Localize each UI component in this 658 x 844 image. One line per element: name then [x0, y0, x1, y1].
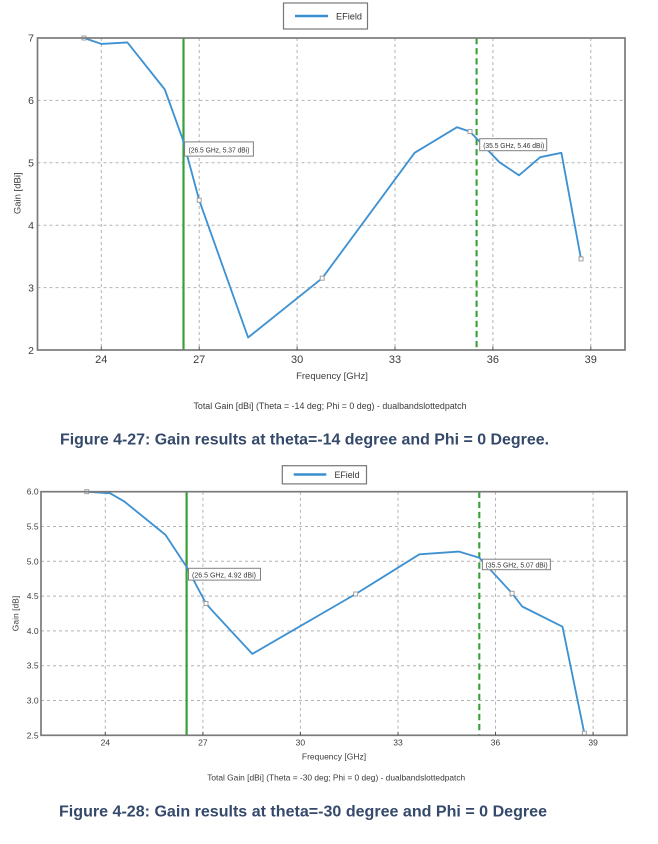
svg-text:3.0: 3.0 — [27, 696, 39, 706]
svg-text:Frequency [GHz]: Frequency [GHz] — [302, 752, 366, 762]
svg-text:6: 6 — [28, 95, 34, 107]
svg-text:36: 36 — [491, 738, 501, 748]
svg-text:4.5: 4.5 — [27, 591, 39, 601]
svg-text:2.5: 2.5 — [27, 730, 39, 740]
svg-text:(35.5 GHz, 5.46 dBi): (35.5 GHz, 5.46 dBi) — [483, 141, 544, 150]
svg-text:4.0: 4.0 — [27, 626, 39, 636]
svg-text:24: 24 — [95, 354, 107, 366]
svg-text:3: 3 — [28, 282, 34, 294]
svg-text:39: 39 — [588, 738, 598, 748]
svg-text:33: 33 — [393, 738, 403, 748]
svg-text:5.0: 5.0 — [27, 556, 39, 566]
svg-text:Total Gain [dBi] (Theta = -30: Total Gain [dBi] (Theta = -30 deg; Phi =… — [207, 773, 465, 783]
svg-text:5.5: 5.5 — [27, 522, 39, 532]
svg-text:30: 30 — [291, 354, 303, 366]
svg-text:(35.5 GHz, 5.07 dBi): (35.5 GHz, 5.07 dBi) — [486, 561, 548, 570]
svg-text:39: 39 — [585, 354, 597, 366]
svg-text:EField: EField — [336, 12, 362, 23]
svg-text:5: 5 — [28, 158, 34, 170]
svg-text:Frequency [GHz]: Frequency [GHz] — [296, 371, 368, 382]
svg-text:(26.5 GHz, 4.92 dBi): (26.5 GHz, 4.92 dBi) — [192, 571, 256, 580]
svg-text:6.0: 6.0 — [27, 487, 39, 497]
svg-text:36: 36 — [487, 354, 499, 366]
svg-text:33: 33 — [389, 354, 401, 366]
svg-text:Figure 4-28: Gain results at t: Figure 4-28: Gain results at theta=-30 d… — [59, 804, 547, 821]
svg-text:Gain [dBi]: Gain [dBi] — [12, 172, 23, 214]
svg-text:(26.5 GHz, 5.37 dBi): (26.5 GHz, 5.37 dBi) — [189, 146, 250, 155]
svg-text:7: 7 — [28, 33, 34, 45]
svg-text:24: 24 — [101, 738, 111, 748]
svg-text:EField: EField — [335, 470, 360, 480]
svg-text:2: 2 — [28, 345, 34, 357]
svg-text:Total Gain [dBi] (Theta = -14: Total Gain [dBi] (Theta = -14 deg; Phi =… — [194, 401, 467, 411]
svg-text:Figure 4-27: Gain results at t: Figure 4-27: Gain results at theta=-14 d… — [60, 432, 549, 449]
svg-text:4: 4 — [28, 220, 34, 232]
svg-text:Gain [dB]: Gain [dB] — [10, 596, 20, 631]
svg-text:27: 27 — [198, 738, 208, 748]
svg-text:27: 27 — [193, 354, 205, 366]
svg-text:3.5: 3.5 — [27, 661, 39, 671]
svg-text:30: 30 — [296, 738, 306, 748]
